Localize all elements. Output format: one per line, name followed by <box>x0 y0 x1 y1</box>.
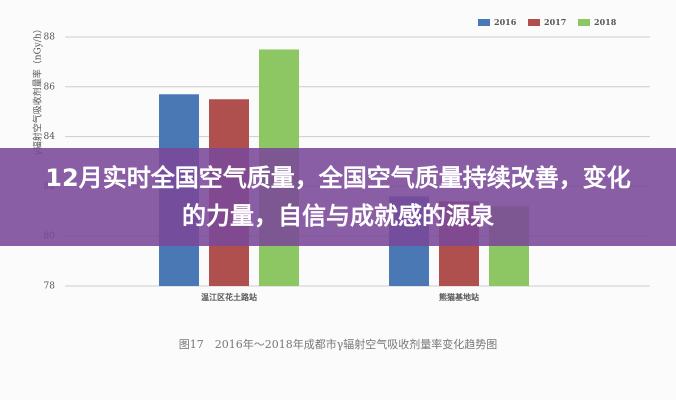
y-tick-label: 78 <box>44 282 56 292</box>
legend-swatch <box>478 19 490 26</box>
y-tick-label: 88 <box>44 33 56 43</box>
legend-label: 2018 <box>594 17 617 27</box>
caption: 图17 2016年～2018年成都市γ辐射空气吸收剂量率变化趋势图 <box>179 337 498 351</box>
y-tick-label: 84 <box>44 132 56 142</box>
legend-swatch <box>528 19 540 26</box>
x-tick-label: 熊猫基地站 <box>439 292 479 302</box>
y-axis-label: γ辐射空气吸收剂量率（nGy/h） <box>32 24 44 155</box>
y-tick-label: 86 <box>44 82 56 92</box>
legend-label: 2017 <box>544 17 566 27</box>
legend-label: 2016 <box>494 17 517 27</box>
legend-swatch <box>578 19 590 26</box>
x-tick-label: 温江区花土路站 <box>201 292 257 302</box>
banner-title: 12月实时全国空气质量，全国空气质量持续改善，变化的力量，自信与成就感的源泉 <box>45 164 631 230</box>
banner: 12月实时全国空气质量，全国空气质量持续改善，变化的力量，自信与成就感的源泉 <box>0 148 676 246</box>
